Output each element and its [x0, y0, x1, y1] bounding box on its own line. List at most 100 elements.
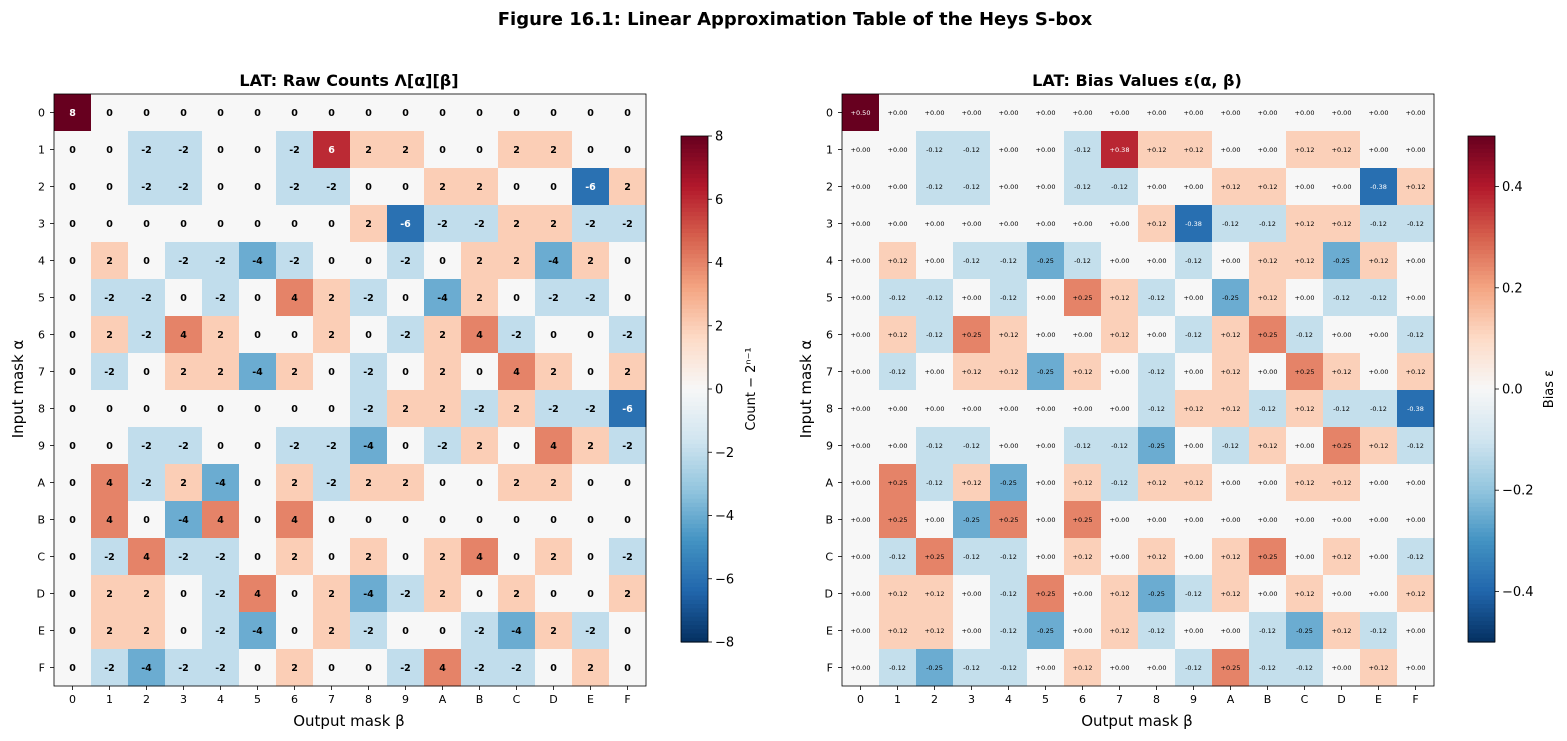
- cell-value-label: -0.12: [1185, 257, 1202, 265]
- heatmap-cell: [54, 612, 92, 650]
- heatmap-cell: [498, 168, 536, 206]
- colorbar-segment: [681, 266, 708, 272]
- cell-value-label: 0: [69, 182, 76, 193]
- colorbar-segment: [681, 161, 708, 167]
- cell-value-label: -2: [178, 441, 189, 452]
- heatmap-cell: [387, 316, 425, 354]
- heatmap-cell: [609, 390, 647, 428]
- heatmap-cell: [916, 427, 954, 465]
- heatmap-cell: [350, 131, 388, 169]
- cell-value-label: 2: [402, 145, 409, 156]
- heatmap-cell: [202, 242, 240, 280]
- cell-value-label: +0.00: [1221, 479, 1241, 487]
- cell-value-label: 2: [624, 367, 631, 378]
- heatmap-cell: [1212, 649, 1250, 687]
- cell-value-label: 2: [550, 552, 557, 563]
- cell-value-label: +0.00: [851, 183, 871, 191]
- cell-value-label: -2: [474, 626, 485, 637]
- heatmap-cell: [1138, 501, 1176, 539]
- colorbar-segment: [681, 359, 708, 365]
- cell-value-label: -0.25: [1000, 479, 1017, 487]
- x-tick-label: B: [1264, 693, 1272, 706]
- heatmap-cell: [461, 464, 499, 502]
- colorbar-tick-label: −0.4: [1502, 585, 1534, 600]
- heatmap-cell: [953, 242, 991, 280]
- colorbar-segment: [681, 490, 708, 496]
- cell-value-label: +0.12: [1332, 146, 1352, 154]
- cell-value-label: 0: [476, 478, 483, 489]
- colorbar-segment: [681, 435, 708, 441]
- heatmap-cell: [387, 353, 425, 391]
- heatmap-cell: [1397, 427, 1435, 465]
- heatmap-cell: [1323, 316, 1361, 354]
- cell-value-label: -4: [252, 367, 263, 378]
- cell-value-label: +0.12: [1332, 368, 1352, 376]
- cell-value-label: -2: [178, 552, 189, 563]
- cell-value-label: 0: [587, 145, 594, 156]
- cell-value-label: -2: [289, 256, 300, 267]
- colorbar-segment: [1468, 144, 1495, 150]
- heatmap-cell: [916, 94, 954, 132]
- cell-value-label: 0: [624, 663, 631, 674]
- cell-value-label: -0.12: [926, 146, 943, 154]
- cell-value-label: 2: [550, 367, 557, 378]
- colorbar-segment: [681, 342, 708, 348]
- heatmap-cell: [128, 575, 166, 613]
- heatmap-cell: [1101, 575, 1139, 613]
- cell-value-label: +0.12: [1073, 368, 1093, 376]
- cell-value-label: -0.12: [1333, 294, 1350, 302]
- heatmap-cell: [842, 538, 880, 576]
- heatmap-cell: [1027, 501, 1065, 539]
- cell-value-label: +0.12: [1147, 553, 1167, 561]
- colorbar-segment: [681, 182, 708, 188]
- cell-value-label: +0.00: [1184, 109, 1204, 117]
- heatmap-cell: [1027, 575, 1065, 613]
- cell-value-label: 2: [513, 589, 520, 600]
- colorbar-segment: [681, 144, 708, 150]
- y-axis-label: Input mask α: [9, 340, 27, 439]
- cell-value-label: -2: [141, 182, 152, 193]
- cell-value-label: -0.38: [1370, 183, 1387, 191]
- cell-value-label: 0: [402, 441, 409, 452]
- colorbar-segment: [1468, 342, 1495, 348]
- cell-value-label: 0: [328, 404, 335, 415]
- colorbar-segment: [1468, 178, 1495, 183]
- cell-value-label: -2: [363, 293, 374, 304]
- colorbar-segment: [1468, 507, 1495, 512]
- cell-value-label: -2: [104, 367, 115, 378]
- heatmap-cell: [1360, 94, 1398, 132]
- heatmap-cell: [1249, 427, 1287, 465]
- cell-value-label: +0.25: [962, 331, 982, 339]
- cell-value-label: -2: [363, 626, 374, 637]
- x-tick-label: 3: [180, 693, 187, 706]
- cell-value-label: 0: [254, 219, 261, 230]
- heatmap-cell: [202, 316, 240, 354]
- cell-value-label: -2: [215, 589, 226, 600]
- cell-value-label: 0: [217, 182, 224, 193]
- cell-value-label: +0.00: [1295, 442, 1315, 450]
- cell-value-label: -0.12: [1296, 331, 1313, 339]
- colorbar-segment: [681, 169, 708, 175]
- colorbar-segment: [681, 582, 708, 588]
- cell-value-label: +0.00: [999, 109, 1019, 117]
- colorbar-segment: [1468, 389, 1495, 394]
- cell-value-label: -0.25: [1333, 257, 1350, 265]
- colorbar-segment: [681, 152, 708, 158]
- cell-value-label: -0.12: [1185, 590, 1202, 598]
- cell-value-label: -0.12: [1000, 257, 1017, 265]
- heatmap-cell: [1101, 353, 1139, 391]
- heatmap-cell: [165, 279, 203, 317]
- colorbar-segment: [1468, 393, 1495, 399]
- colorbar-segment: [1468, 207, 1495, 213]
- heatmap-cell: [609, 353, 647, 391]
- cell-value-label: +0.00: [851, 220, 871, 228]
- x-tick-label: 9: [1190, 693, 1197, 706]
- y-tick-label: E: [826, 625, 833, 638]
- cell-value-label: 0: [513, 515, 520, 526]
- cell-value-label: 0: [328, 256, 335, 267]
- heatmap-cell: [1286, 131, 1324, 169]
- x-tick-label: D: [549, 693, 557, 706]
- heatmap-cell: [842, 94, 880, 132]
- cell-value-label: 2: [365, 219, 372, 230]
- y-tick-label: 2: [38, 181, 45, 194]
